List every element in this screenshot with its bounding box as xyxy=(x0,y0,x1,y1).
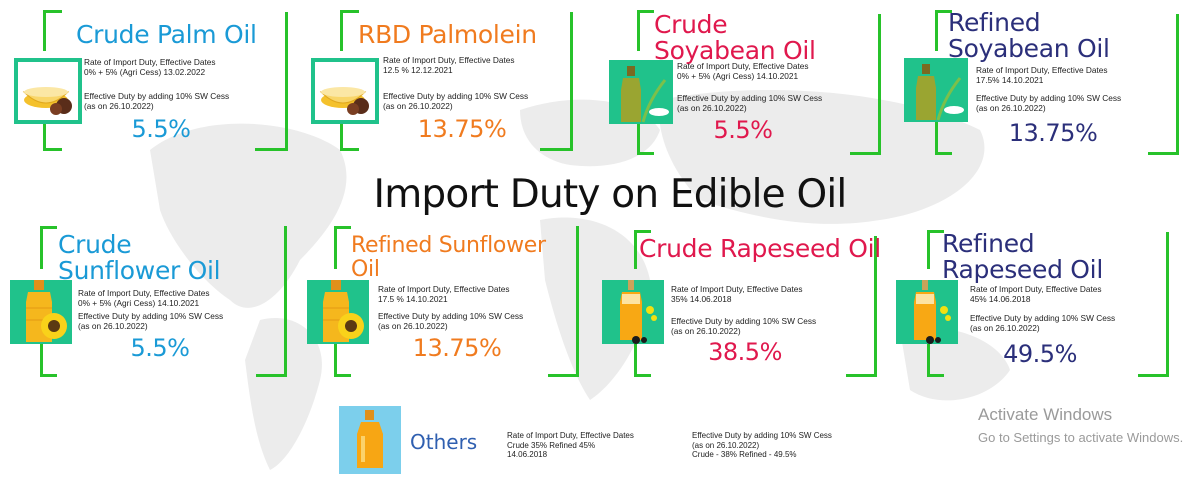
oil-name: Crude Palm Oil xyxy=(76,20,257,49)
effective-label: Effective Duty by adding 10% SW Cess xyxy=(692,431,832,440)
effective-date: (as on 26.10.2022) xyxy=(677,103,747,113)
effective-label: Effective Duty by adding 10% SW Cess xyxy=(976,93,1122,103)
effective-label: Effective Duty by adding 10% SW Cess xyxy=(671,316,817,326)
sunflower-bottle-icon xyxy=(307,280,369,344)
effective-date: (as on 26.10.2022) xyxy=(78,321,148,331)
effective-label: Effective Duty by adding 10% SW Cess xyxy=(84,91,230,101)
rapeseed-bottle-icon xyxy=(896,280,958,344)
oil-name: Refined Rapeseed Oil xyxy=(942,229,1103,284)
oil-name: Refined Sunflower Oil xyxy=(351,233,546,282)
soyabean-bottle-icon xyxy=(609,60,673,124)
effective-date: (as on 26.10.2022) xyxy=(976,103,1046,113)
soyabean-bottle-icon xyxy=(904,58,968,122)
oil-name: Refined Soyabean Oil xyxy=(948,8,1110,63)
effective-date: (as on 26.10.2022) xyxy=(692,440,760,450)
rate-label: Rate of Import Duty, Effective Dates xyxy=(383,55,515,65)
activate-windows-hint: Go to Settings to activate Windows. xyxy=(978,430,1184,445)
page-title: Import Duty on Edible Oil xyxy=(373,172,848,217)
palm-oil-bowl-icon xyxy=(311,58,379,124)
rate-label: Rate of Import Duty, Effective Dates xyxy=(78,288,210,298)
rate-value: 0% + 5% (Agri Cess) 14.10.2021 xyxy=(677,71,799,81)
effective-label: Effective Duty by adding 10% SW Cess xyxy=(383,91,529,101)
rate-label: Rate of Import Duty, Effective Dates xyxy=(84,57,216,67)
rate-label: Rate of Import Duty, Effective Dates xyxy=(970,284,1102,294)
oil-name: RBD Palmolein xyxy=(358,20,537,49)
rate-value: 35% 14.06.2018 xyxy=(671,294,732,304)
rate-date: 14.06.2018 xyxy=(507,450,548,459)
effective-date: (as on 26.10.2022) xyxy=(970,323,1040,333)
rate-value: 17.5% 14.10.2021 xyxy=(976,75,1044,85)
sunflower-bottle-icon xyxy=(10,280,72,344)
effective-duty-percent: 13.75% xyxy=(417,115,507,143)
effective-duty-percent: 13.75% xyxy=(1008,119,1098,147)
oil-name: Crude Rapeseed Oil xyxy=(639,234,881,263)
effective-duty-percent: 13.75% xyxy=(412,334,502,362)
others-label: Others xyxy=(410,430,478,454)
effective-date: (as on 26.10.2022) xyxy=(84,101,154,111)
oil-name: Crude Sunflower Oil xyxy=(58,230,221,285)
others-effective: Effective Duty by adding 10% SW Cess (as… xyxy=(692,431,832,460)
palm-oil-bowl-icon xyxy=(14,58,82,124)
rate-label: Rate of Import Duty, Effective Dates xyxy=(378,284,510,294)
rate-label: Rate of Import Duty, Effective Dates xyxy=(677,61,809,71)
effective-label: Effective Duty by adding 10% SW Cess xyxy=(378,311,524,321)
effective-date: (as on 26.10.2022) xyxy=(378,321,448,331)
effective-label: Effective Duty by adding 10% SW Cess xyxy=(677,93,823,103)
rapeseed-bottle-icon xyxy=(602,280,664,344)
rate-value: 17.5 % 14.10.2021 xyxy=(378,294,448,304)
effective-label: Effective Duty by adding 10% SW Cess xyxy=(970,313,1116,323)
rate-value: 12.5 % 12.12.2021 xyxy=(383,65,453,75)
rate-value: 0% + 5% (Agri Cess) 13.02.2022 xyxy=(84,67,206,77)
effective-duty-percent: 5.5% xyxy=(131,115,191,143)
oil-name: Crude Soyabean Oil xyxy=(654,10,816,65)
rate-label: Rate of Import Duty, Effective Dates xyxy=(507,431,634,440)
oil-bottle-icon xyxy=(339,406,401,474)
effective-duty-percent: 49.5% xyxy=(1003,340,1077,368)
effective-date: (as on 26.10.2022) xyxy=(671,326,741,336)
rate-label: Rate of Import Duty, Effective Dates xyxy=(976,65,1108,75)
rate-label: Rate of Import Duty, Effective Dates xyxy=(671,284,803,294)
effective-duty-percent: 38.5% xyxy=(708,338,782,366)
effective-duty-percent: 5.5% xyxy=(713,116,773,144)
effective-date: (as on 26.10.2022) xyxy=(383,101,453,111)
effective-values: Crude - 38% Refined - 49.5% xyxy=(692,450,797,459)
rate-value: Crude 35% Refined 45% xyxy=(507,440,596,450)
activate-windows-watermark: Activate Windows xyxy=(978,405,1113,424)
others-rate: Rate of Import Duty, Effective Dates Cru… xyxy=(507,431,634,460)
effective-duty-percent: 5.5% xyxy=(130,334,190,362)
effective-label: Effective Duty by adding 10% SW Cess xyxy=(78,311,224,321)
rate-value: 45% 14.06.2018 xyxy=(970,294,1031,304)
rate-value: 0% + 5% (Agri Cess) 14.10.2021 xyxy=(78,298,200,308)
